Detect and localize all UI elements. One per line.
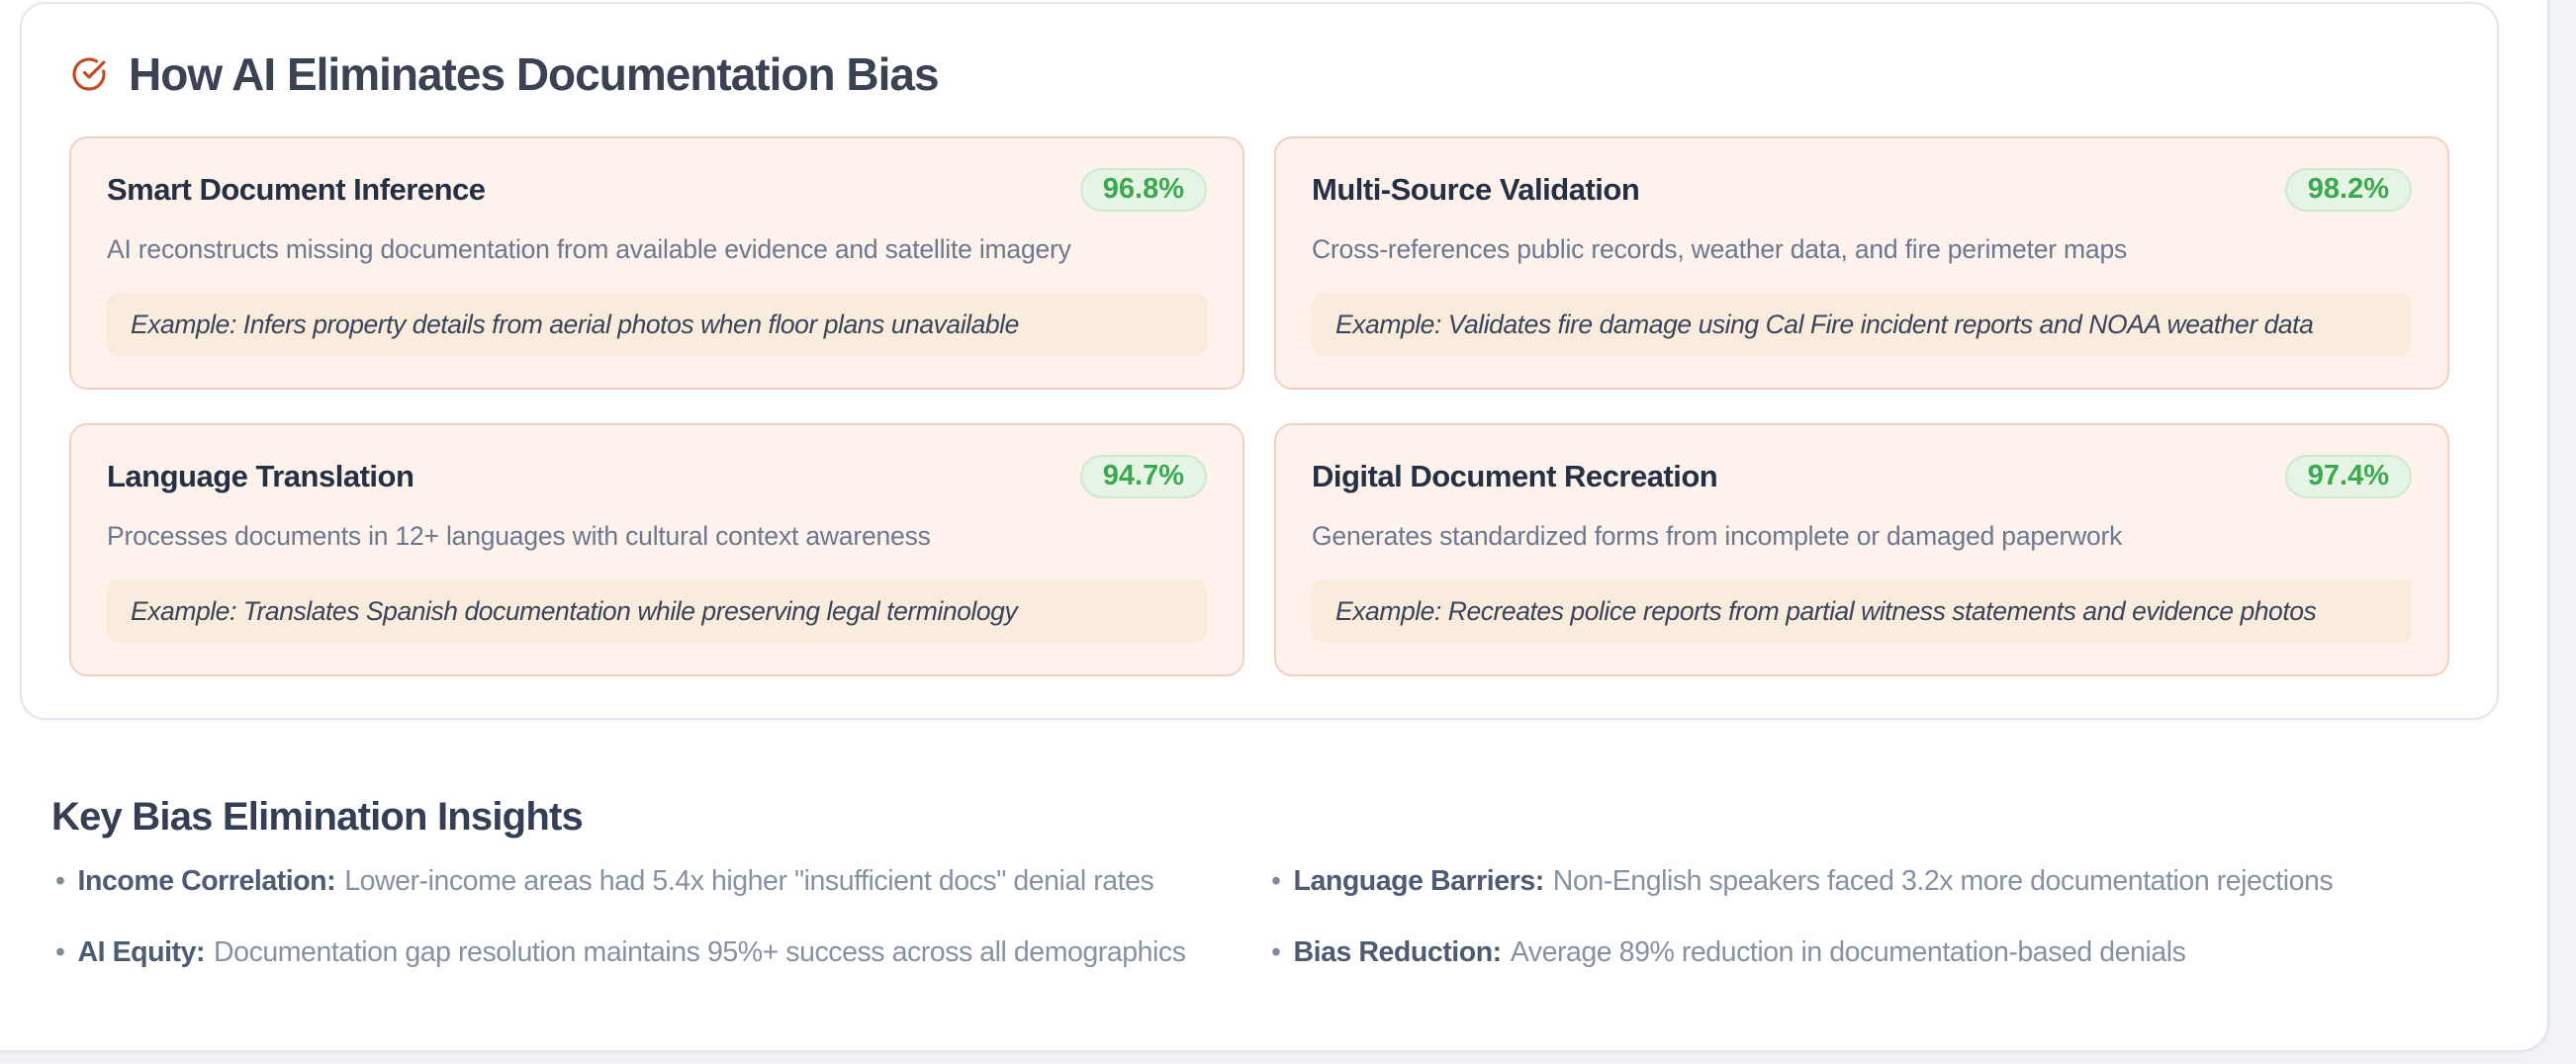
section-title: How AI Eliminates Documentation Bias (129, 48, 940, 100)
example-text: Example: Validates fire damage using Cal… (1335, 310, 2314, 339)
insights-grid: • Income Correlation: Lower-income areas h… (51, 862, 2497, 971)
feature-card-description: Cross-references public records, weather… (1312, 234, 2128, 264)
example-box: Example: Recreates police reports from p… (1312, 579, 2412, 643)
feature-card-title: Language Translation (107, 459, 414, 493)
insight-label: Bias Reduction: (1293, 936, 1503, 968)
accuracy-badge: 98.2% (2284, 168, 2412, 212)
bullet-icon: • (55, 936, 65, 968)
card-head: Language Translation 94.7% (107, 455, 1207, 498)
example-text: Example: Infers property details from ae… (131, 310, 1019, 339)
example-box: Example: Validates fire damage using Cal… (1312, 293, 2412, 356)
feature-card-title: Smart Document Inference (107, 172, 486, 207)
feature-card-smart-document-inference: Smart Document Inference 96.8% AI recons… (69, 136, 1244, 390)
documentation-bias-panel: How AI Eliminates Documentation Bias Sma… (20, 2, 2499, 720)
example-text: Example: Translates Spanish documentatio… (131, 596, 1018, 626)
insight-text: Lower-income areas had 5.4x higher "insu… (344, 865, 1154, 897)
accuracy-badge: 96.8% (1079, 168, 1207, 212)
card-head: Multi-Source Validation 98.2% (1312, 168, 2412, 212)
insight-text: Documentation gap resolution maintains 9… (214, 936, 1186, 968)
feature-card-title: Digital Document Recreation (1312, 459, 1718, 493)
check-circle-icon (71, 56, 107, 92)
insight-item-bias-reduction: • Bias Reduction: Average 89% reduction in… (1267, 933, 2497, 971)
feature-card-multi-source-validation: Multi-Source Validation 98.2% Cross-refe… (1274, 136, 2449, 390)
insights-section: Key Bias Elimination Insights • Income Co… (51, 792, 2497, 971)
feature-card-description: Generates standardized forms from incomp… (1312, 521, 2123, 551)
insight-item-income-correlation: • Income Correlation: Lower-income areas h… (51, 862, 1267, 900)
example-text: Example: Recreates police reports from p… (1335, 596, 2317, 626)
insight-label: Language Barriers: (1293, 865, 1545, 897)
insight-text: Average 89% reduction in documentation-b… (1510, 936, 2186, 968)
bullet-icon: • (1271, 936, 1281, 968)
bullet-icon: • (1271, 865, 1281, 897)
feature-card-language-translation: Language Translation 94.7% Processes doc… (69, 423, 1244, 676)
insight-text: Non-English speakers faced 3.2x more doc… (1552, 865, 2334, 897)
example-box: Example: Translates Spanish documentatio… (107, 579, 1207, 643)
card-head: Digital Document Recreation 97.4% (1312, 455, 2412, 498)
insight-label: AI Equity: (77, 936, 206, 968)
feature-card-description: AI reconstructs missing documentation fr… (107, 234, 1071, 264)
insight-item-language-barriers: • Language Barriers: Non-English speakers … (1267, 862, 2497, 900)
feature-cards-grid: Smart Document Inference 96.8% AI recons… (69, 136, 2449, 676)
insight-item-ai-equity: • AI Equity: Documentation gap resolution … (51, 933, 1267, 971)
accuracy-badge: 94.7% (1079, 455, 1207, 498)
accuracy-badge: 97.4% (2284, 455, 2412, 498)
feature-card-title: Multi-Source Validation (1312, 172, 1640, 207)
insights-title: Key Bias Elimination Insights (51, 795, 584, 839)
bullet-icon: • (55, 865, 65, 897)
feature-card-digital-document-recreation: Digital Document Recreation 97.4% Genera… (1274, 423, 2449, 676)
example-box: Example: Infers property details from ae… (107, 293, 1207, 356)
feature-card-description: Processes documents in 12+ languages wit… (107, 521, 931, 551)
insight-label: Income Correlation: (77, 865, 336, 897)
section-header: How AI Eliminates Documentation Bias (71, 45, 2449, 103)
card-head: Smart Document Inference 96.8% (107, 168, 1207, 212)
